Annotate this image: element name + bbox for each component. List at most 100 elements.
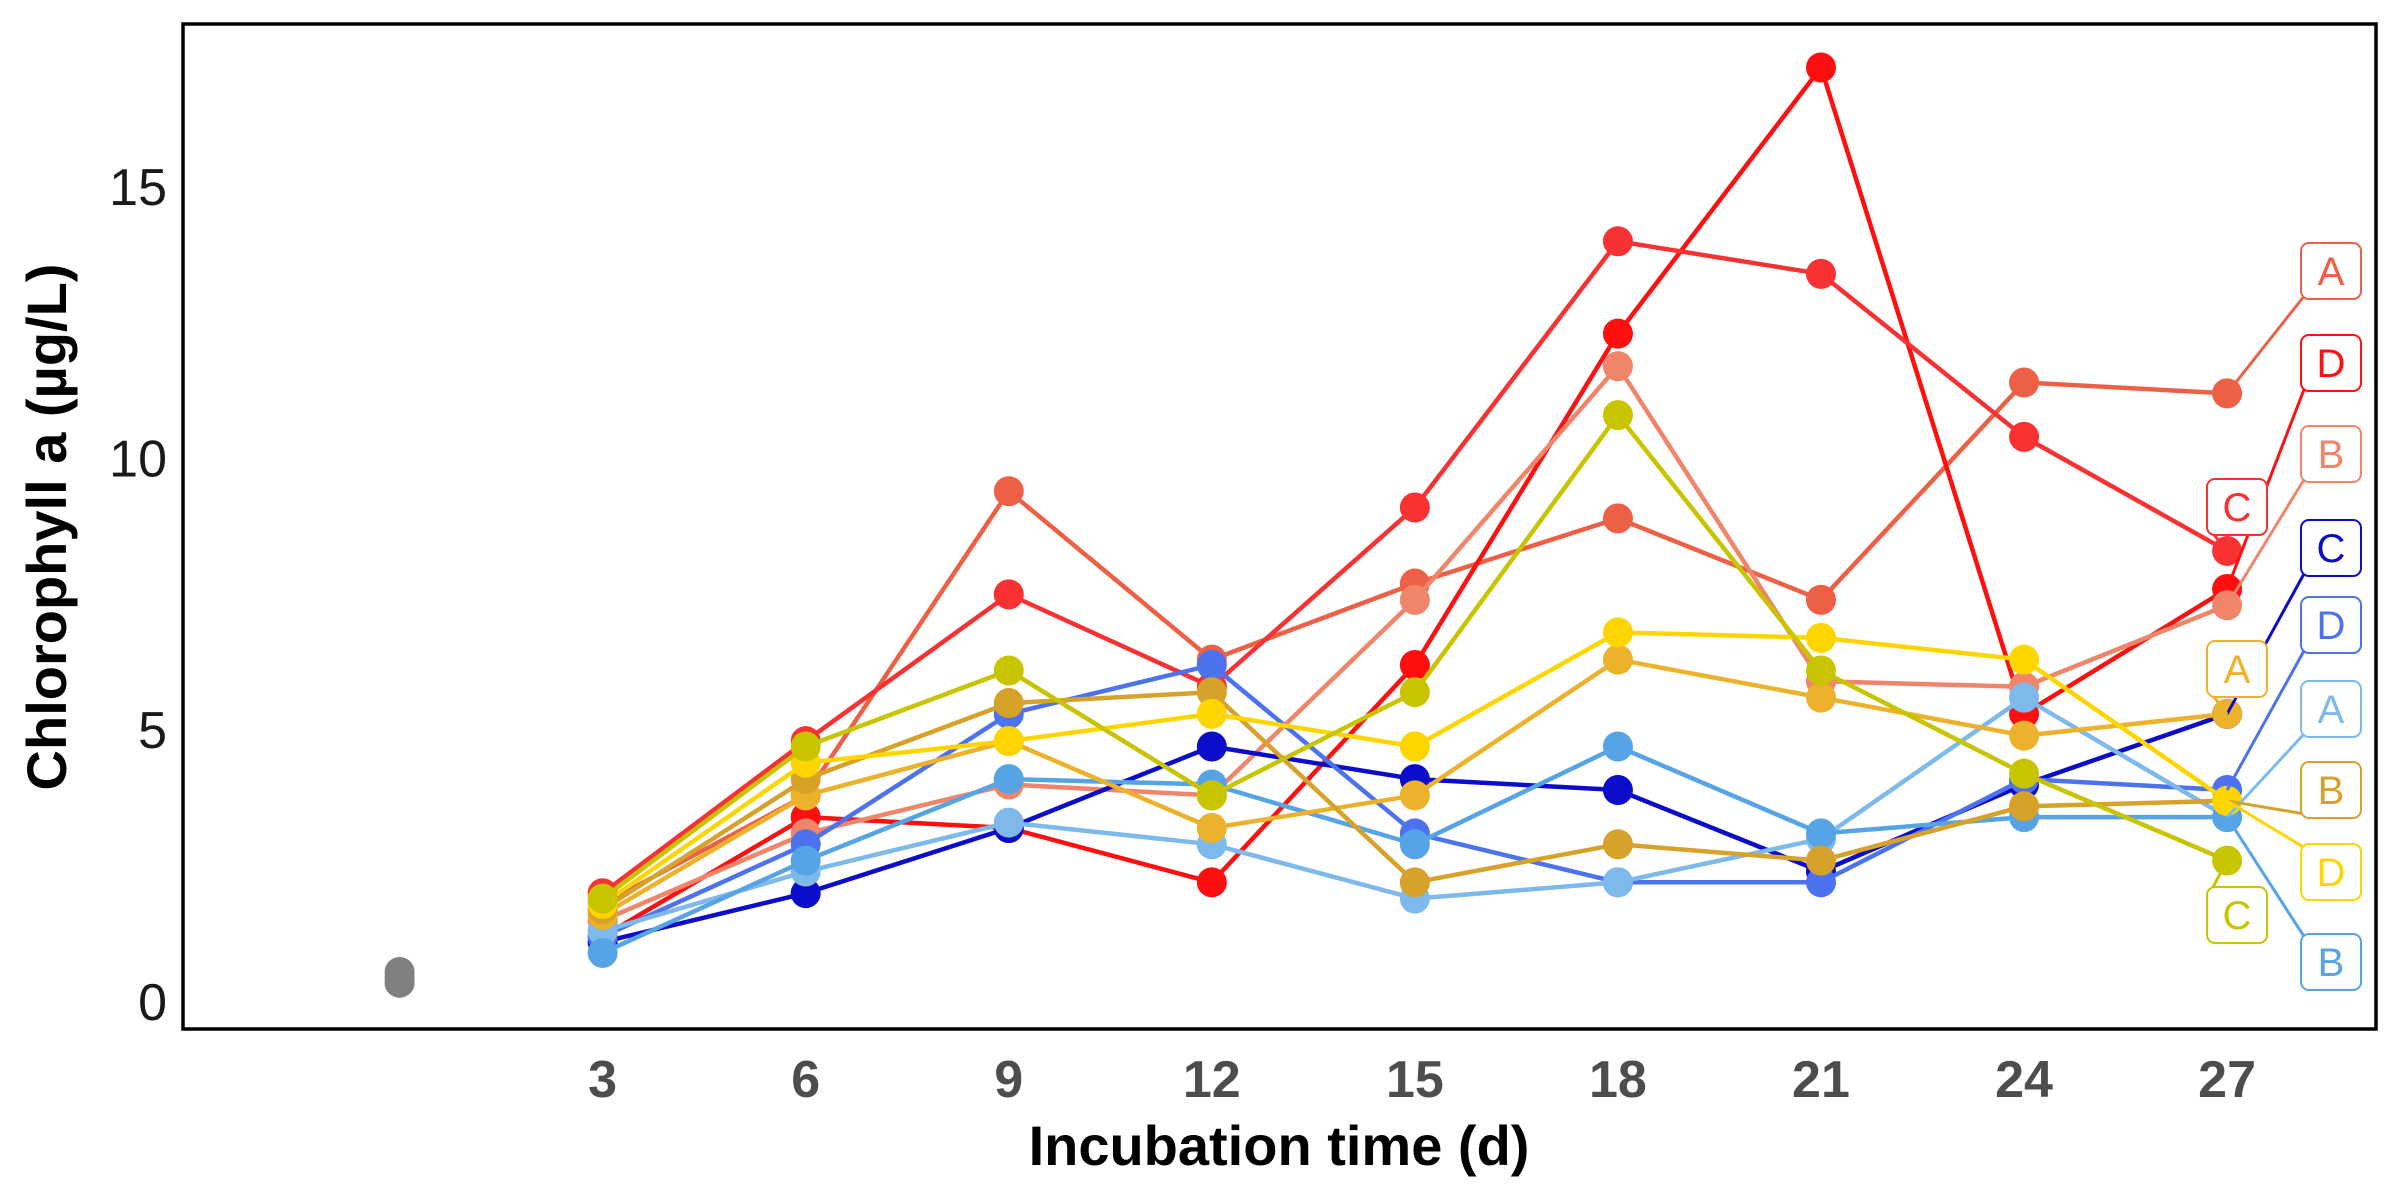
- data-point: [1602, 400, 1633, 431]
- data-point: [1602, 644, 1633, 675]
- label-box: [2300, 761, 2362, 819]
- label-box: [2300, 425, 2362, 483]
- data-point: [993, 807, 1024, 838]
- series-label: B: [2318, 769, 2345, 813]
- series-label: A: [2318, 250, 2345, 294]
- series-end-label: B: [2226, 761, 2362, 819]
- series-label: A: [2318, 688, 2345, 732]
- data-point: [1399, 829, 1430, 860]
- data-point: [1196, 698, 1227, 729]
- data-point: [1805, 622, 1836, 653]
- data-point: [1399, 867, 1430, 898]
- data-point: [2009, 758, 2040, 789]
- data-point: [2009, 367, 2040, 398]
- x-tick-label: 21: [1792, 1051, 1850, 1109]
- data-point: [1805, 258, 1836, 289]
- data-point: [790, 731, 821, 762]
- x-tick-label: 27: [2198, 1051, 2256, 1109]
- series-label: A: [2224, 648, 2251, 692]
- series-end-label: C: [2225, 519, 2362, 715]
- series-label: C: [2223, 486, 2252, 530]
- x-tick-label: 24: [1995, 1051, 2053, 1109]
- y-tick-labels: 0 5 10 15: [109, 159, 167, 1032]
- label-leader-line: [2225, 816, 2307, 939]
- data-point: [587, 883, 618, 914]
- label-box: [2300, 334, 2362, 392]
- data-point: [1805, 655, 1836, 686]
- y-tick-label: 10: [109, 431, 167, 489]
- series-layer: [384, 52, 2243, 998]
- label-leader-line: [2225, 477, 2307, 607]
- data-point: [1602, 867, 1633, 898]
- label-leader-line: [2209, 859, 2229, 892]
- data-point: [993, 476, 1024, 507]
- series-label: B: [2318, 433, 2345, 477]
- series-end-label: B: [2225, 816, 2362, 991]
- data-point: [1196, 677, 1227, 708]
- series-end-label: C: [2206, 859, 2268, 944]
- x-tick-labels: 3 6 9 12 15 18 21 24 27: [588, 1051, 2256, 1109]
- data-point: [1805, 867, 1836, 898]
- data-point: [1805, 584, 1836, 615]
- y-tick-label: 0: [138, 974, 167, 1032]
- series-end-label: C: [2206, 478, 2268, 552]
- x-tick-label: 3: [588, 1051, 617, 1109]
- x-tick-label: 6: [791, 1051, 820, 1109]
- data-point: [1196, 813, 1227, 843]
- series-end-label: A: [2225, 242, 2362, 395]
- data-point: [1196, 731, 1227, 762]
- data-point: [1602, 774, 1633, 805]
- series-end-label: B: [2225, 425, 2362, 607]
- data-point: [1196, 867, 1227, 898]
- label-leader-line: [2225, 648, 2307, 791]
- plot-frame: [181, 22, 2378, 1031]
- label-leader-line: [2225, 294, 2307, 395]
- data-point: [790, 845, 821, 876]
- data-point: [1805, 845, 1836, 876]
- data-point: [993, 688, 1024, 719]
- data-point: [1399, 731, 1430, 762]
- data-point: [1399, 492, 1430, 523]
- label-box: [2300, 680, 2362, 738]
- series-label: D: [2317, 851, 2346, 895]
- series-end-label: A: [2206, 640, 2268, 715]
- data-point: [1196, 780, 1227, 811]
- y-tick-label: 15: [109, 159, 167, 217]
- data-point: [1602, 503, 1633, 534]
- data-point: [1805, 682, 1836, 713]
- series-label: C: [2223, 894, 2252, 938]
- data-point: [1399, 650, 1430, 681]
- series-label: C: [2317, 527, 2346, 571]
- data-point: [1399, 780, 1430, 811]
- series-end-label: D: [2225, 596, 2362, 791]
- series-label: D: [2317, 342, 2346, 386]
- data-point: [993, 726, 1024, 757]
- data-point: [2009, 421, 2040, 452]
- data-point: [1602, 351, 1633, 382]
- label-box: [2300, 519, 2362, 577]
- series-end-label: A: [2225, 680, 2362, 819]
- data-point: [2009, 644, 2040, 675]
- series-11-c: [587, 400, 2243, 914]
- x-tick-label: 12: [1183, 1051, 1241, 1109]
- initial-point: [384, 962, 415, 993]
- data-point: [790, 878, 821, 909]
- label-box: [2300, 242, 2362, 300]
- data-point: [1602, 318, 1633, 349]
- data-point: [993, 655, 1024, 686]
- data-point: [2009, 682, 2040, 713]
- label-box: [2206, 640, 2268, 698]
- data-point: [1805, 818, 1836, 849]
- series-end-label: D: [2226, 799, 2362, 901]
- data-point: [1602, 731, 1633, 762]
- x-tick-label: 18: [1589, 1051, 1647, 1109]
- x-axis-label: Incubation time (d): [1029, 1114, 1530, 1177]
- data-point: [1602, 829, 1633, 860]
- series-end-label: D: [2225, 334, 2362, 590]
- data-point: [1602, 617, 1633, 648]
- label-leader-line: [2226, 799, 2306, 816]
- series-3-c: [587, 226, 2243, 909]
- data-point: [1602, 226, 1633, 257]
- label-leader-line: [2225, 731, 2307, 819]
